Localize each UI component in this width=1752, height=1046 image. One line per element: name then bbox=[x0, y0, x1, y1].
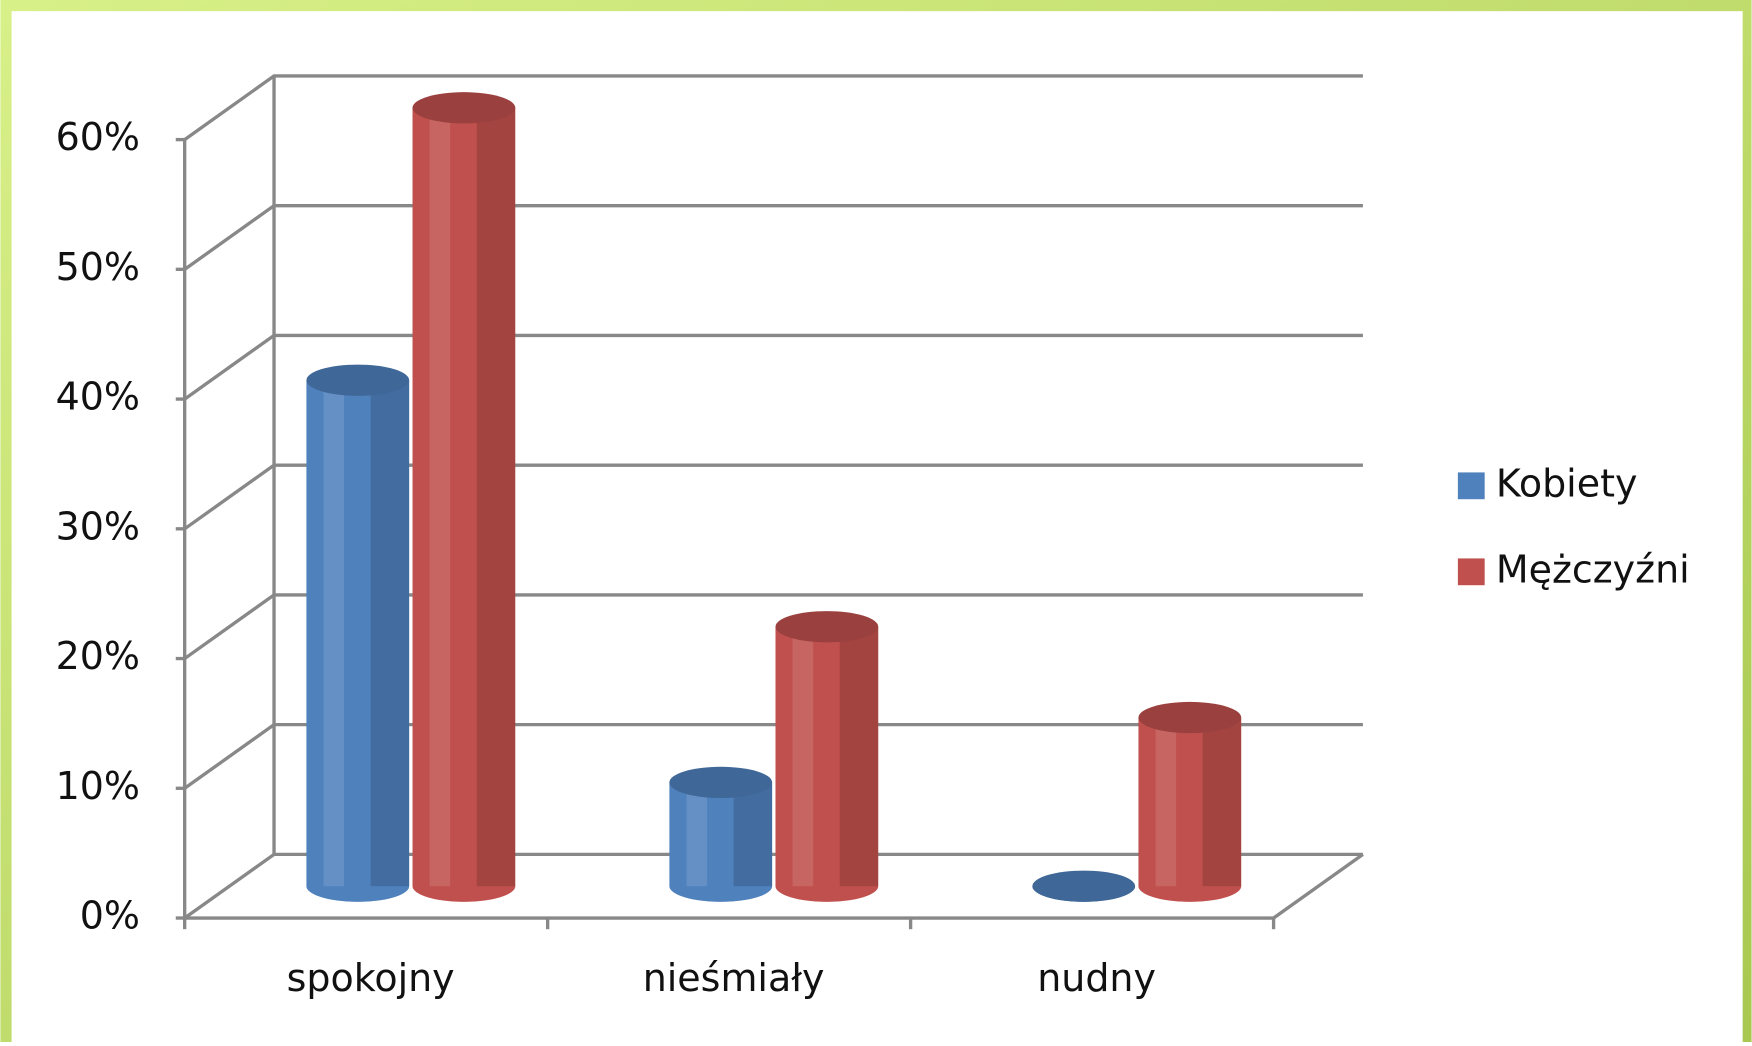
y-tick-label: 20% bbox=[56, 634, 140, 678]
x-tick-label: nudny bbox=[1037, 956, 1156, 1000]
cylinder bbox=[669, 766, 773, 902]
cylinder-highlight bbox=[323, 380, 345, 887]
cylinder-shade bbox=[839, 626, 879, 887]
cylinder bbox=[775, 611, 879, 902]
y-tick-label: 40% bbox=[56, 375, 140, 419]
cylinder-top bbox=[306, 364, 410, 396]
cylinder bbox=[306, 364, 410, 902]
cylinder-highlight bbox=[686, 782, 708, 887]
cylinder-shade bbox=[1202, 717, 1242, 887]
cylinder-shade bbox=[476, 107, 516, 887]
cylinder-body bbox=[412, 107, 516, 902]
cylinder bbox=[412, 92, 516, 902]
cylinder-body bbox=[775, 626, 879, 902]
legend-label: Kobiety bbox=[1496, 461, 1638, 505]
cylinder-highlight bbox=[429, 107, 451, 887]
legend-label: Mężczyźni bbox=[1496, 547, 1690, 591]
y-tick-label: 60% bbox=[56, 115, 140, 159]
cylinder bbox=[1032, 870, 1136, 902]
cylinder-body bbox=[306, 380, 410, 902]
cylinder-top bbox=[775, 611, 879, 643]
cylinder-shade bbox=[733, 782, 773, 887]
cylinder-top bbox=[412, 92, 516, 124]
cylinder-highlight bbox=[1155, 717, 1177, 887]
cylinder-body bbox=[1138, 717, 1242, 902]
cylinder-top bbox=[669, 766, 773, 799]
cylinder-body bbox=[669, 782, 773, 902]
y-tick-label: 0% bbox=[80, 894, 140, 938]
x-tick-label: nieśmiały bbox=[643, 956, 825, 1000]
cylinder-highlight bbox=[792, 626, 814, 887]
legend-swatch bbox=[1457, 558, 1485, 586]
y-tick-label: 50% bbox=[56, 245, 140, 289]
y-tick-label: 30% bbox=[56, 504, 140, 548]
cylinder bbox=[1138, 701, 1242, 902]
cylinder-top bbox=[1138, 701, 1242, 734]
cylinder-top bbox=[1032, 870, 1136, 902]
x-tick-label: spokojny bbox=[287, 956, 455, 1000]
cylinder-shade bbox=[370, 380, 410, 887]
y-tick-label: 10% bbox=[56, 764, 140, 808]
legend-swatch bbox=[1457, 472, 1485, 500]
